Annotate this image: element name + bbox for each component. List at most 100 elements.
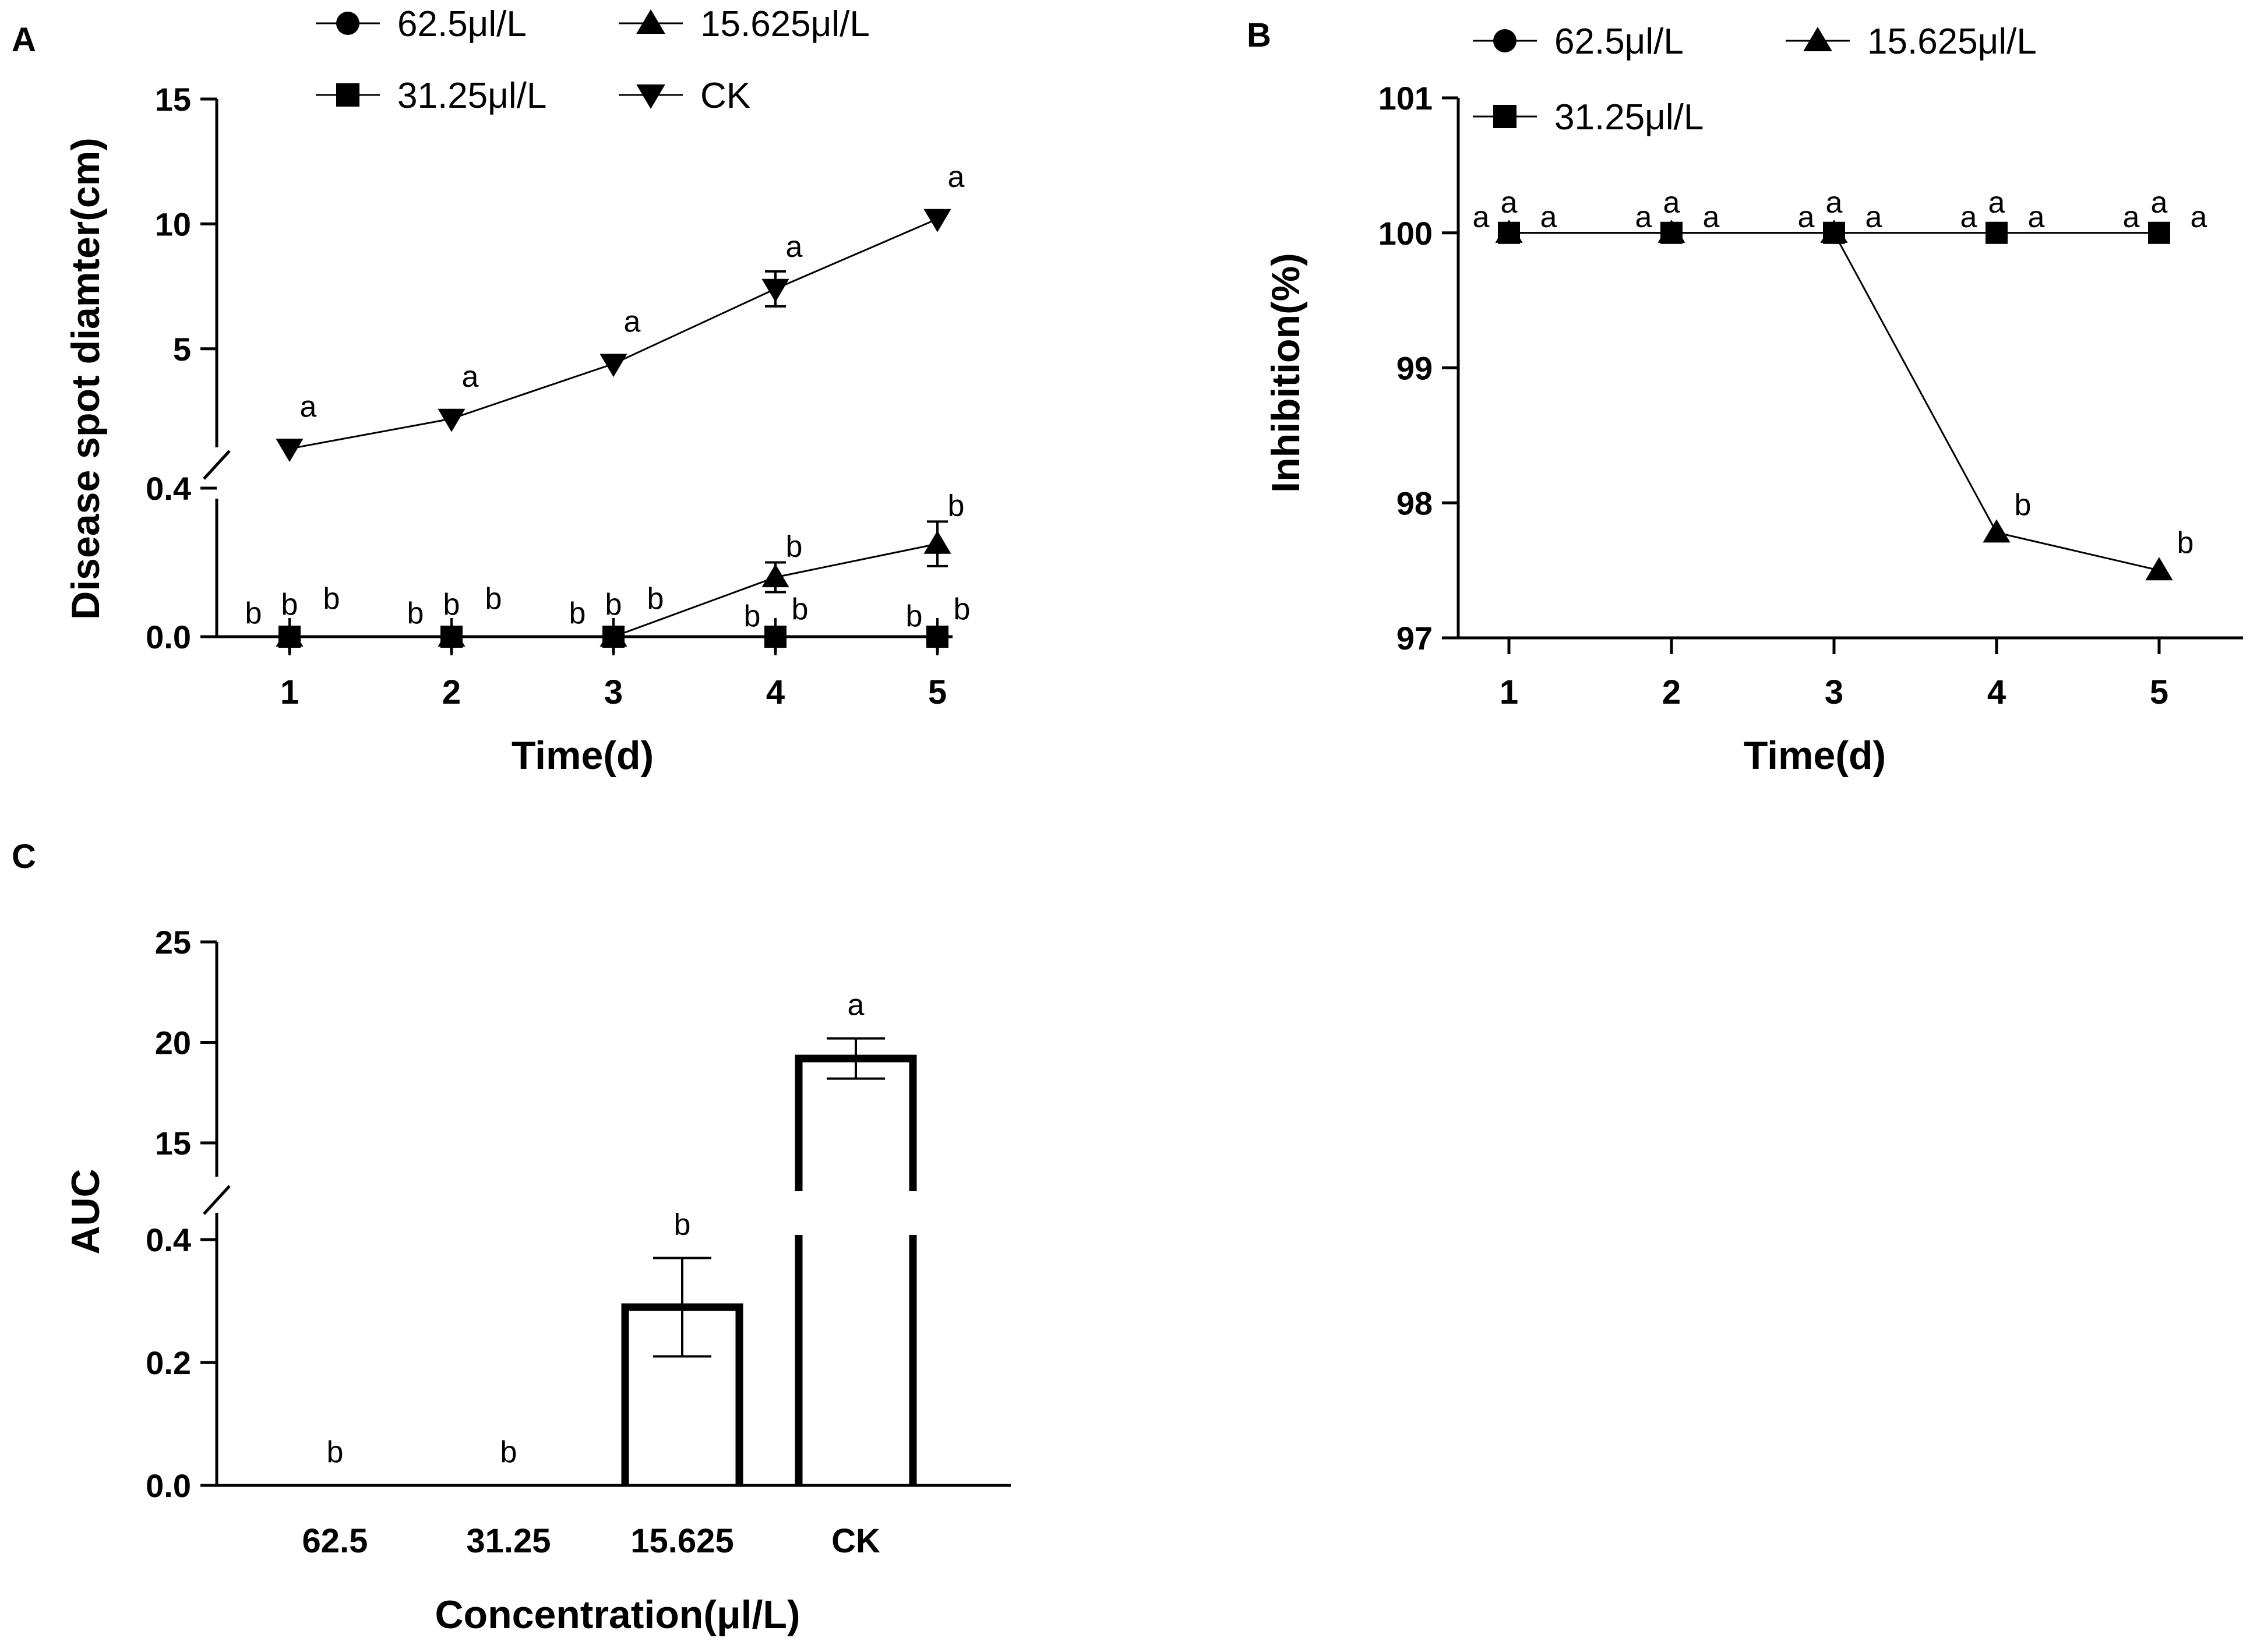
panel-c-x-axis-title: Concentration(μl/L) [435,1593,800,1637]
panel-a-letter-low2-2: b [605,588,622,622]
panel-b-legend-label-0: 62.5μl/L [1554,22,1684,62]
panel-a-letter-low3-2: b [647,582,664,616]
panel-a-legend-label-1: 15.625μl/L [700,4,870,44]
panel-b-x-tick-label-5: 5 [2150,673,2168,711]
panel-a-letter-ck-4: a [948,160,965,194]
panel-a: A 5 10 15 0.0 0.4 1 2 3 4 5 Time(d) Disease spot di… [12,4,970,778]
panel-a-y-tick-label-0.0: 0.0 [146,619,191,655]
panel-b-letter-sq-0: a [1473,200,1490,234]
panel-b-point-2-3 [1983,519,2011,543]
panel-b-letter-tri-1: a [1703,200,1720,234]
panel-a-letter-low2-0: b [281,588,298,622]
panel-c-y-tick-label-0.2: 0.2 [146,1344,191,1381]
panel-a-letter-low1-1: b [407,596,424,630]
panel-c-y-break [203,1185,231,1215]
panel-b-letter-sq-1: a [1635,200,1652,234]
panel-a-x-tick-label-2: 2 [442,673,461,711]
panel-a-legend-marker-2 [336,83,359,107]
panel-c-y-axis-title: AUC [64,1169,108,1254]
panel-a-x-tick-label-1: 1 [280,673,299,711]
panel-c-y-tick-label-15: 15 [155,1125,191,1162]
panel-b-point-2-1 [1657,219,1685,243]
panel-c-x-tick-label-2: 15.625 [630,1522,733,1560]
panel-c-label: C [12,838,36,876]
panel-a-y-axis-title: Disease spot diamter(cm) [64,137,108,620]
panel-a-point-3-2 [599,354,627,377]
panel-b-letter-ci-0: a [1501,186,1518,220]
panel-b-x-tick-label-1: 1 [1500,673,1518,711]
panel-a-letter-sq-3: b [744,599,761,633]
panel-a-label: A [12,21,36,59]
panel-b-legend-marker-2 [1493,105,1517,128]
panel-c-y-tick-label-25: 25 [155,924,191,961]
panel-a-letter-15625-4: b [948,489,965,523]
panel-a-point-3-1 [438,408,465,432]
panel-a-letter-ck-0: a [300,390,317,423]
panel-a-point-2-0 [276,623,304,647]
panel-a-letter-ck-3: a [786,230,803,264]
panel-c-bar-3-lower [795,1235,917,1485]
panel-a-point-3-0 [276,439,304,463]
panel-b-legend-label-1: 15.625μl/L [1867,22,2037,62]
panel-a-letter-low2-1: b [443,588,460,622]
panel-a-legend-marker-3 [636,84,665,109]
panel-b-letter-tri-0: a [1540,200,1557,234]
panel-b-point-2-0 [1495,219,1523,243]
panel-a-y-tick-label-10: 10 [155,206,191,242]
panel-b-y-tick-label-98: 98 [1396,485,1433,521]
panel-c-x-tick-label-0: 62.5 [302,1522,368,1560]
panel-b-y-tick-label-97: 97 [1396,620,1433,656]
panel-a-y-tick-label-5: 5 [173,331,191,368]
panel-b-letter-tri-3: a [2028,200,2045,234]
panel-a-legend-label-2: 31.25μl/L [397,76,546,116]
panel-a-x-tick-label-4: 4 [766,673,785,711]
panel-a-letter-ci-4: b [954,592,971,626]
panel-a-point-3-4 [923,209,951,232]
panel-b-letter-tri-4: a [2191,200,2207,234]
panel-b-letter-sq-4: a [2123,200,2140,234]
panel-b-label: B [1247,16,1271,54]
panel-a-x-tick-label-5: 5 [928,673,947,711]
panel-b-letter-sq-3: a [1960,200,1977,234]
panel-a-legend-label-0: 62.5μl/L [397,4,527,44]
panel-c-letter-2: b [674,1208,691,1242]
panel-c-y-tick-label-20: 20 [155,1025,191,1061]
panel-a-letter-low3-0: b [323,582,340,616]
panel-a-point-3-3 [761,278,789,302]
panel-a-letter-ck-1: a [462,360,479,394]
panel-b-x-tick-label-3: 3 [1825,673,1843,711]
panel-b-y-tick-label-100: 100 [1378,215,1433,252]
panel-b-letter-ci-3: a [1988,186,2005,220]
panel-b-y-axis-title: Inhibition(%) [1264,253,1308,493]
panel-a-point-2-3 [761,564,789,588]
panel-c-letter-0: b [327,1435,344,1469]
panel-b-point-2-4 [2145,557,2173,581]
panel-b-point-1-4 [2148,221,2170,244]
panel-c-y-tick-label-0.0: 0.0 [146,1467,191,1504]
panel-b-letter-ci-1: a [1663,186,1680,220]
panel-c-x-tick-label-1: 31.25 [466,1522,551,1560]
panel-b-letter-ci-4: a [2151,186,2168,220]
panel-b-y-tick-label-99: 99 [1396,350,1433,387]
panel-a-point-2-4 [923,530,951,554]
panel-a-letter-sq-4: b [906,599,923,633]
panel-b-legend-marker-0 [1493,29,1517,52]
panel-a-letter-low1-2: b [569,596,586,630]
panel-a-letter-ci-3: b [792,592,809,626]
panel-a-y-break [203,450,231,480]
panel-b-point-2-2 [1820,219,1848,243]
panel-b: B 97 98 99 100 101 1 2 3 4 5 Time(d) Inhibition(%) 6… [1247,16,2243,778]
panel-b-legend-label-2: 31.25μl/L [1554,97,1704,137]
panel-a-letter-15625-3: b [786,530,803,564]
panel-a-series-line-3 [289,218,938,450]
panel-a-x-tick-label-3: 3 [604,673,623,711]
panel-c-x-tick-label-3: CK [831,1522,880,1560]
panel-b-letter-15625-4: b [2177,526,2194,560]
panel-b-letter-sq-2: a [1798,200,1815,234]
panel-b-x-axis-title: Time(d) [1744,733,1886,778]
panel-a-letter-ck-2: a [624,305,641,338]
panel-b-letter-ci-2: a [1826,186,1843,220]
panel-b-letter-tri-2: a [1865,200,1882,234]
panel-a-legend-label-3: CK [700,76,750,116]
panel-c: C 15 20 25 0.0 0.2 0.4 62.5 31.25 15.625 CK Concen… [12,838,1011,1637]
